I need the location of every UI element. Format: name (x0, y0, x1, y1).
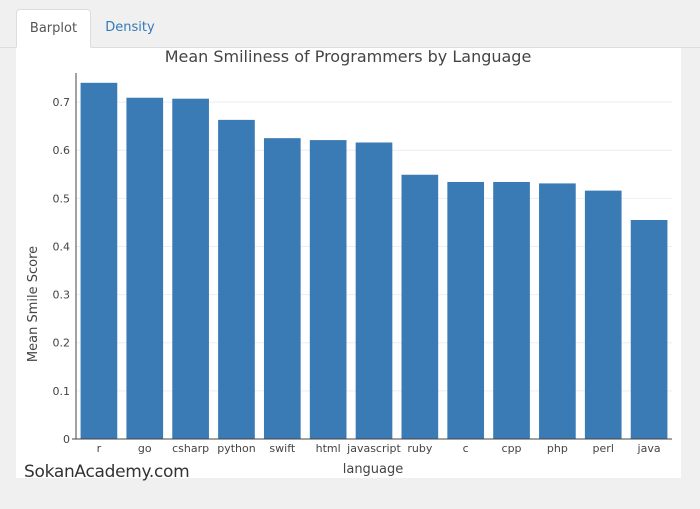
x-tick-label: cpp (502, 442, 522, 455)
bar-java[interactable] (630, 219, 668, 439)
y-axis-label: Mean Smile Score (26, 246, 41, 362)
x-tick-label: csharp (172, 442, 209, 455)
x-axis-label: language (343, 462, 404, 477)
bar-perl[interactable] (584, 190, 622, 439)
bar-go[interactable] (126, 97, 164, 439)
bar-swift[interactable] (263, 138, 301, 439)
x-tick-label: php (547, 442, 568, 455)
bar-r[interactable] (80, 82, 118, 440)
y-tick-label: 0.6 (53, 144, 71, 157)
bar-chart: Mean Smiliness of Programmers by Languag… (26, 48, 672, 477)
bars (80, 82, 668, 440)
axes: 0 0.1 0.2 0.3 0.4 0.5 0.6 0.7 r go csharp python swi… (53, 73, 672, 455)
tab-barplot[interactable]: Barplot (16, 9, 91, 48)
y-tick-label: 0.2 (53, 337, 71, 350)
x-tick-label: swift (269, 442, 295, 455)
x-tick-label: r (97, 442, 102, 455)
y-tick-label: 0.4 (53, 240, 71, 253)
x-tick-label: java (637, 442, 661, 455)
x-tick-label: html (316, 442, 341, 455)
bar-php[interactable] (539, 183, 576, 439)
bar-cpp[interactable] (493, 181, 530, 439)
x-tick-label: perl (593, 442, 614, 455)
bar-c[interactable] (447, 181, 485, 439)
tab-density[interactable]: Density (105, 20, 155, 35)
y-tick-label: 0.1 (53, 385, 71, 398)
x-tick-label: c (463, 442, 469, 455)
y-tick-label: 0.3 (53, 289, 71, 302)
y-tick-label: 0 (63, 433, 70, 446)
x-tick-label: javascript (346, 442, 401, 455)
chart-panel: Mean Smiliness of Programmers by Languag… (16, 48, 681, 478)
x-tick-label: python (217, 442, 256, 455)
bar-python[interactable] (218, 119, 255, 439)
bar-javascript[interactable] (355, 142, 393, 439)
bar-csharp[interactable] (172, 98, 209, 440)
x-tick-label: ruby (407, 442, 432, 455)
x-tick-label: go (138, 442, 152, 455)
bar-ruby[interactable] (401, 174, 439, 440)
bar-html[interactable] (309, 140, 347, 439)
y-tick-label: 0.7 (53, 96, 71, 109)
y-tick-label: 0.5 (53, 192, 71, 205)
tab-bar: Barplot Density (0, 0, 700, 48)
chart-title: Mean Smiliness of Programmers by Languag… (165, 48, 532, 66)
watermark-logo: SokanAcademy.com (24, 462, 190, 482)
